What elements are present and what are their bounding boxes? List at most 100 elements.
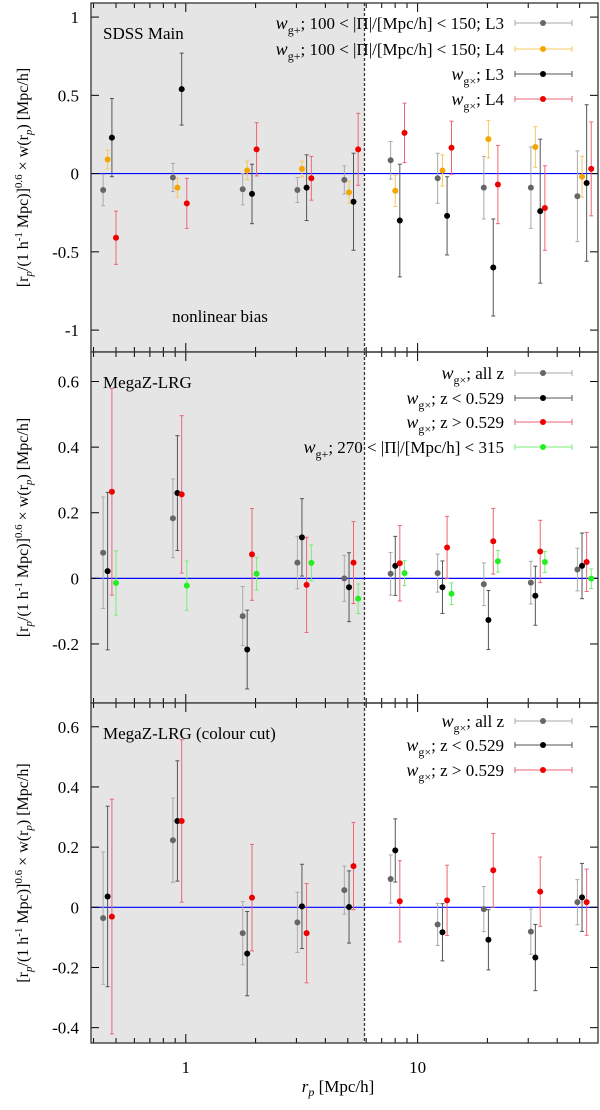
data-point xyxy=(113,579,120,586)
y-axis-label: [rp/(1 h-1 Mpc)]0.6 × w(rp) [Mpc/h] xyxy=(13,418,35,637)
y-tick-label: 0.2 xyxy=(58,838,79,857)
legend-subscript: g× xyxy=(418,770,431,784)
y-axis-label-part: [r xyxy=(15,971,32,982)
data-point xyxy=(100,915,107,922)
legend-marker xyxy=(540,96,546,102)
data-point xyxy=(434,921,441,928)
data-point xyxy=(583,179,590,186)
y-tick-label: -0.5 xyxy=(52,243,79,262)
legend-marker xyxy=(540,742,546,748)
legend-entry: wg×; z < 0.529 xyxy=(406,735,573,759)
x-axis-tick-labels: 1 10 xyxy=(182,1058,427,1077)
y-tick-label: 0.4 xyxy=(58,778,80,797)
y-tick-label: 0.5 xyxy=(58,86,79,105)
data-point xyxy=(494,181,501,188)
data-point xyxy=(579,173,586,180)
data-point xyxy=(239,186,246,193)
data-point xyxy=(244,646,251,653)
data-point xyxy=(537,208,544,215)
legend-label: wg×; z > 0.529 xyxy=(406,760,504,784)
legend-text: ; z > 0.529 xyxy=(431,761,504,780)
legend-symbol: w xyxy=(304,437,316,457)
data-point xyxy=(490,867,497,874)
data-point xyxy=(108,488,115,495)
series-3 xyxy=(108,739,590,1035)
data-point xyxy=(341,176,348,183)
data-point xyxy=(527,579,534,586)
y-axis-label-part: Mpc)] xyxy=(15,188,32,232)
data-point xyxy=(294,559,301,566)
x-tick-label: 10 xyxy=(409,1058,426,1077)
data-point xyxy=(485,936,492,943)
y-tick-label: -0.4 xyxy=(52,1019,79,1038)
legend-subscript: g+ xyxy=(316,447,329,461)
data-point xyxy=(434,570,441,577)
data-point xyxy=(104,156,111,163)
legend-entry: wg×; all z xyxy=(441,363,573,387)
nonlinear-region-shade xyxy=(91,352,365,703)
legend-symbol: w xyxy=(406,412,418,432)
data-point xyxy=(448,590,455,597)
legend-marker xyxy=(540,419,546,425)
data-point xyxy=(253,146,260,153)
data-point xyxy=(346,189,353,196)
legend-subscript: g× xyxy=(463,74,476,88)
data-point xyxy=(439,584,446,591)
data-point xyxy=(532,954,539,961)
data-point xyxy=(392,847,399,854)
data-point xyxy=(248,894,255,901)
y-axis-label-part: [r xyxy=(15,276,32,287)
y-axis-label-part: ) [Mpc/h] xyxy=(15,418,32,480)
y-axis-label: [rp/(1 h-1 Mpc)]0.6 × w(rp) [Mpc/h] xyxy=(13,68,35,287)
legend-entry: wg×; all z xyxy=(441,711,573,735)
legend-symbol: w xyxy=(276,39,288,59)
legend-entry: wg×; z > 0.529 xyxy=(406,412,573,436)
data-point xyxy=(239,613,246,620)
data-point xyxy=(444,212,451,219)
legend-subscript: g+ xyxy=(288,23,301,37)
series-1 xyxy=(100,141,581,243)
data-point xyxy=(308,175,315,182)
series-1 xyxy=(100,797,581,985)
data-point xyxy=(396,898,403,905)
data-point xyxy=(480,184,487,191)
y-tick-label: 0 xyxy=(71,165,80,184)
data-point xyxy=(574,899,581,906)
data-point xyxy=(387,570,394,577)
legend-subscript: g× xyxy=(463,99,476,113)
legend-text: ; z > 0.529 xyxy=(431,413,504,432)
data-point xyxy=(396,217,403,224)
legend-subscript: g× xyxy=(418,745,431,759)
data-point xyxy=(303,930,310,937)
y-tick-label: -1 xyxy=(65,321,79,340)
y-axis-label-part: -1 xyxy=(13,232,25,241)
legend-text: ; 100 < |Π|/[Mpc/h] < 150; L4 xyxy=(300,40,504,59)
legend-subscript: g× xyxy=(418,422,431,436)
legend-label: wg×; all z xyxy=(441,711,504,735)
data-point xyxy=(574,566,581,573)
y-axis-label-part: p xyxy=(23,966,35,973)
legend-symbol: w xyxy=(276,13,288,33)
legend-label: wg×; L3 xyxy=(451,64,504,88)
y-axis-label-part: -1 xyxy=(13,582,25,591)
data-point xyxy=(574,193,581,200)
data-point xyxy=(532,592,539,599)
data-point xyxy=(480,906,487,913)
x-axis-label: rp [Mpc/h] xyxy=(302,1077,375,1099)
legend-text: ; all z xyxy=(466,712,504,731)
x-axis-label-unit: [Mpc/h] xyxy=(314,1077,374,1096)
data-point xyxy=(108,913,115,920)
x-axis-label-symbol: r xyxy=(302,1077,309,1096)
data-point xyxy=(401,570,408,577)
series-2 xyxy=(104,119,586,207)
y-tick-label: 0.2 xyxy=(58,504,79,523)
y-tick-label: 1 xyxy=(71,8,80,27)
data-point xyxy=(494,558,501,565)
data-point xyxy=(303,581,310,588)
y-axis-label-part: p xyxy=(23,129,35,136)
nonlinear-bias-annotation: nonlinear bias xyxy=(172,307,268,326)
data-point xyxy=(178,491,185,498)
y-tick-label: 0 xyxy=(71,898,80,917)
panel-title: MegaZ-LRG xyxy=(103,373,192,392)
data-point xyxy=(434,175,441,182)
